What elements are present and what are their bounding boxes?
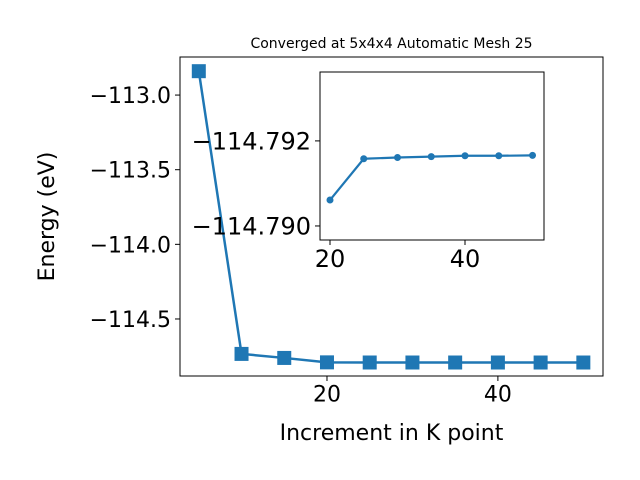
y-tick-label: −113.0 (90, 84, 171, 109)
y-tick-label: −114.0 (90, 233, 171, 258)
chart-title: Converged at 5x4x4 Automatic Mesh 25 (250, 36, 532, 52)
marker (405, 355, 420, 370)
marker (576, 355, 591, 370)
x-tick-label: 20 (313, 383, 341, 408)
marker (427, 153, 435, 161)
marker (277, 350, 292, 365)
y-axis-label: Energy (eV) (35, 152, 60, 282)
y-tick-label: −114.5 (90, 308, 171, 333)
marker (495, 152, 503, 160)
marker (319, 355, 334, 370)
marker (234, 346, 249, 361)
marker (394, 153, 402, 161)
x-axis-label: Increment in K point (280, 421, 504, 446)
marker (461, 152, 469, 160)
marker (448, 355, 463, 370)
x-tick-label: 20 (315, 245, 346, 273)
y-tick-label: −114.792 (192, 128, 311, 156)
marker (490, 355, 505, 370)
marker (360, 155, 368, 163)
marker (191, 64, 206, 79)
y-tick-label: −114.790 (192, 213, 311, 241)
x-tick-label: 40 (450, 245, 481, 273)
marker (533, 355, 548, 370)
series-line (197, 70, 584, 364)
y-tick-label: −113.5 (90, 159, 171, 184)
marker (326, 196, 334, 204)
marker (362, 355, 377, 370)
marker (529, 151, 537, 159)
x-tick-label: 40 (484, 383, 512, 408)
